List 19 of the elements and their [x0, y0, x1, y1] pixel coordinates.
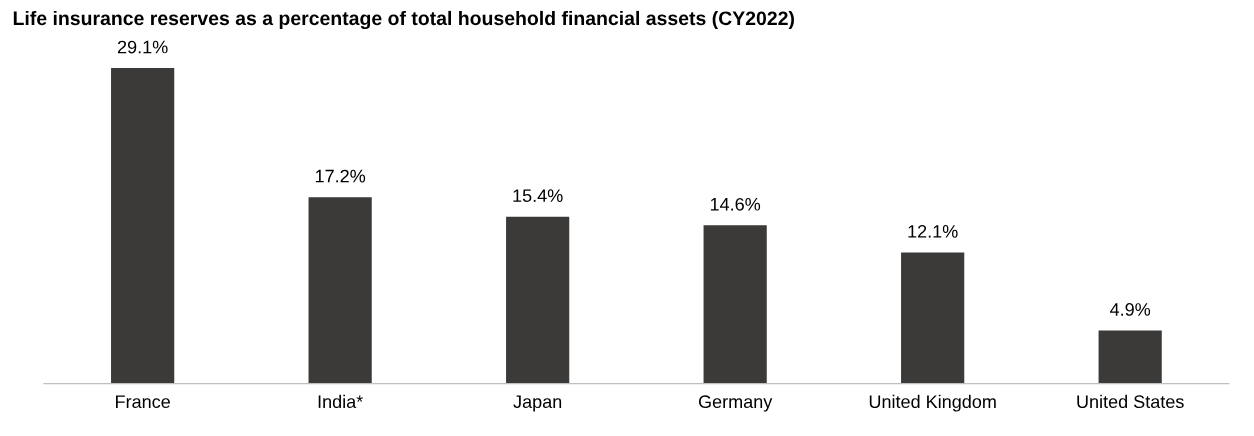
x-tick-label: France	[116, 395, 170, 409]
data-label: 15.4%	[513, 189, 563, 202]
data-label: 12.1%	[908, 224, 958, 238]
data-label: 14.6%	[710, 197, 761, 211]
data-label: 17.2%	[315, 169, 366, 183]
bar	[703, 225, 767, 384]
bar	[901, 252, 965, 384]
x-tick-label: United Kingdom	[869, 394, 996, 412]
bar	[111, 68, 175, 384]
x-tick-label: Germany	[698, 395, 773, 412]
data-label: 29.1%	[117, 40, 168, 54]
bar	[308, 197, 372, 384]
bar	[1098, 330, 1162, 384]
x-tick-label: India*	[318, 394, 363, 409]
data-label: 4.9%	[1110, 303, 1151, 316]
chart-title: Life insurance reserves as a percentage of total household financial assets (CY2022)	[13, 10, 794, 30]
x-tick-label: Japan	[513, 395, 562, 412]
x-tick-label: United States	[1077, 394, 1184, 409]
bar	[506, 216, 570, 384]
